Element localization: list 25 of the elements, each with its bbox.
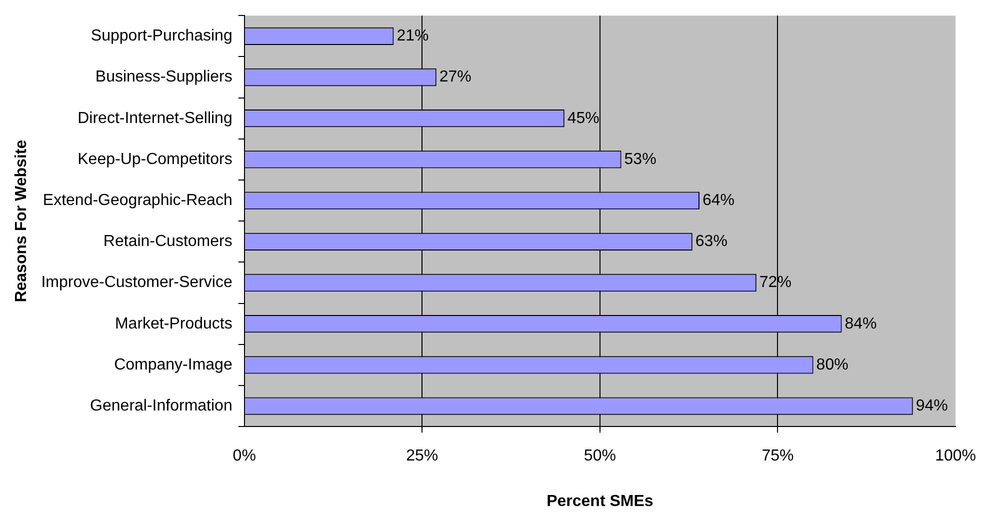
y-tick-label: Retain-Customers <box>103 233 232 250</box>
x-tick-label: 100% <box>935 448 976 465</box>
data-label: 27% <box>439 68 472 86</box>
y-tick-label: Support-Purchasing <box>90 28 232 45</box>
y-tick-label: Business-Suppliers <box>95 68 232 86</box>
x-tick-label: 0% <box>232 448 256 465</box>
x-tick-label: 25% <box>406 448 438 465</box>
x-tick-label: 75% <box>762 448 794 465</box>
data-label: 94% <box>916 397 948 414</box>
y-tick-label: Company-Image <box>114 356 232 374</box>
y-tick-label: Improve-Customer-Service <box>41 274 232 292</box>
data-label: 53% <box>624 150 656 168</box>
y-tick-label: General-Information <box>90 397 232 414</box>
data-label: 63% <box>695 233 728 250</box>
y-tick-label: Keep-Up-Competitors <box>78 150 232 168</box>
x-tick-label: 50% <box>584 448 616 465</box>
y-tick-label: Extend-Geographic-Reach <box>42 192 232 209</box>
y-tick-label: Direct-Internet-Selling <box>78 110 232 127</box>
x-axis-title: Percent SMEs <box>546 492 654 510</box>
data-label: 84% <box>844 315 877 332</box>
data-label: 80% <box>816 356 848 374</box>
data-label: 45% <box>567 110 600 127</box>
y-axis-title: Reasons For Website <box>13 140 30 302</box>
data-label: 64% <box>702 192 735 209</box>
y-tick-label: Market-Products <box>114 315 232 332</box>
